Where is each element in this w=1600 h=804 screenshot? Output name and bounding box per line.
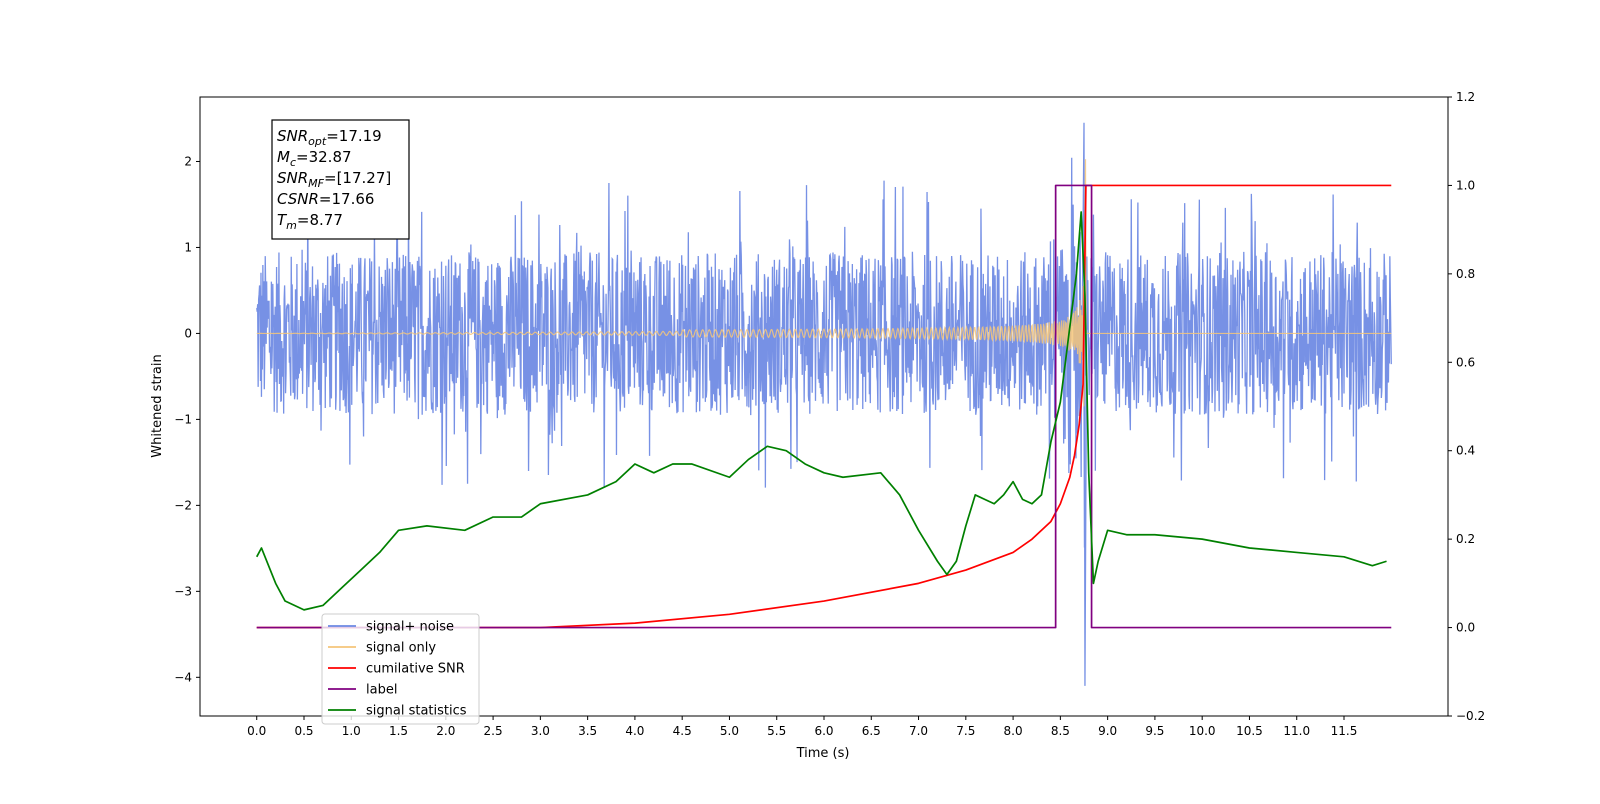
x-tick-label: 7.0 [909, 724, 928, 738]
y-left-tick-label: −3 [174, 584, 192, 598]
y-left-tick-label: −2 [174, 498, 192, 512]
x-tick-label: 8.5 [1051, 724, 1070, 738]
x-tick-label: 8.0 [1004, 724, 1023, 738]
x-tick-label: 5.5 [767, 724, 786, 738]
x-tick-label: 0.5 [294, 724, 313, 738]
y-right-tick-label: 0.4 [1456, 444, 1475, 458]
x-tick-label: 1.0 [342, 724, 361, 738]
x-tick-label: 3.0 [531, 724, 550, 738]
x-axis: 0.0 0.5 1.0 1.5 2.0 2.5 3.0 3.5 4.0 4.5 5.0 5.5 6.0 6… [247, 716, 1357, 738]
x-tick-label: 7.5 [956, 724, 975, 738]
legend: signal+ noise signal only cumilative SNR la… [321, 613, 480, 725]
legend-label: signal only [366, 641, 436, 656]
legend-label: signal statistics [366, 704, 467, 719]
y-axis-label: Whitened strain [150, 354, 165, 457]
y-left-tick-label: −1 [174, 412, 192, 426]
x-tick-label: 10.5 [1236, 724, 1263, 738]
x-axis-label: Time (s) [796, 746, 850, 761]
annotation-line: Tm=8.77 [277, 211, 343, 232]
legend-frame [321, 613, 480, 725]
y-right-tick-label: 1.0 [1456, 178, 1475, 192]
series-signal-statistics [255, 211, 1387, 611]
annotation-frame [271, 119, 410, 240]
y-axis-right: −0.2 0.0 0.2 0.4 0.6 0.8 1.0 1.2 [1448, 90, 1485, 723]
x-tick-label: 11.5 [1331, 724, 1358, 738]
y-left-tick-label: 0 [184, 326, 192, 340]
series-label [256, 184, 1392, 629]
annotation-box: SNRopt=17.19Mc=32.87SNRMF=[17.27]CSNR=17… [271, 119, 410, 240]
x-tick-label: 6.0 [814, 724, 833, 738]
x-tick-label: 4.5 [673, 724, 692, 738]
x-tick-label: 4.0 [625, 724, 644, 738]
x-tick-label: 2.5 [484, 724, 503, 738]
x-tick-label: 11.0 [1283, 724, 1310, 738]
y-right-tick-label: −0.2 [1456, 709, 1485, 723]
legend-label: cumilative SNR [366, 662, 465, 677]
annotation-line: Mc=32.87 [277, 148, 352, 169]
y-right-tick-label: 0.0 [1456, 621, 1475, 635]
y-right-tick-label: 0.8 [1456, 267, 1475, 281]
series-cumulative-snr [256, 184, 1392, 629]
x-tick-label: 0.0 [247, 724, 266, 738]
x-tick-label: 3.5 [578, 724, 597, 738]
legend-label: label [366, 683, 397, 698]
y-axis-left: −4 −3 −2 −1 0 1 2 [174, 154, 200, 684]
x-tick-label: 5.0 [720, 724, 739, 738]
x-tick-label: 2.0 [436, 724, 455, 738]
y-left-tick-label: 1 [184, 240, 192, 254]
x-tick-label: 9.5 [1145, 724, 1164, 738]
y-right-tick-label: 1.2 [1456, 90, 1475, 104]
x-tick-label: 10.0 [1189, 724, 1216, 738]
x-tick-label: 1.5 [389, 724, 408, 738]
y-left-tick-label: 2 [184, 154, 192, 168]
legend-label: signal+ noise [366, 620, 454, 635]
y-right-tick-label: 0.6 [1456, 355, 1475, 369]
x-tick-label: 6.5 [862, 724, 881, 738]
annotation-line: SNRopt=17.19 [277, 127, 382, 148]
y-right-tick-label: 0.2 [1456, 532, 1475, 546]
plot-content [255, 122, 1392, 686]
annotation-line: SNRMF=[17.27] [277, 169, 391, 190]
series-signal-plus-noise [256, 122, 1392, 686]
series-signal-only [256, 159, 1392, 407]
y-left-tick-label: −4 [174, 670, 192, 684]
x-tick-label: 9.0 [1098, 724, 1117, 738]
annotation-line: CSNR=17.66 [277, 190, 374, 208]
